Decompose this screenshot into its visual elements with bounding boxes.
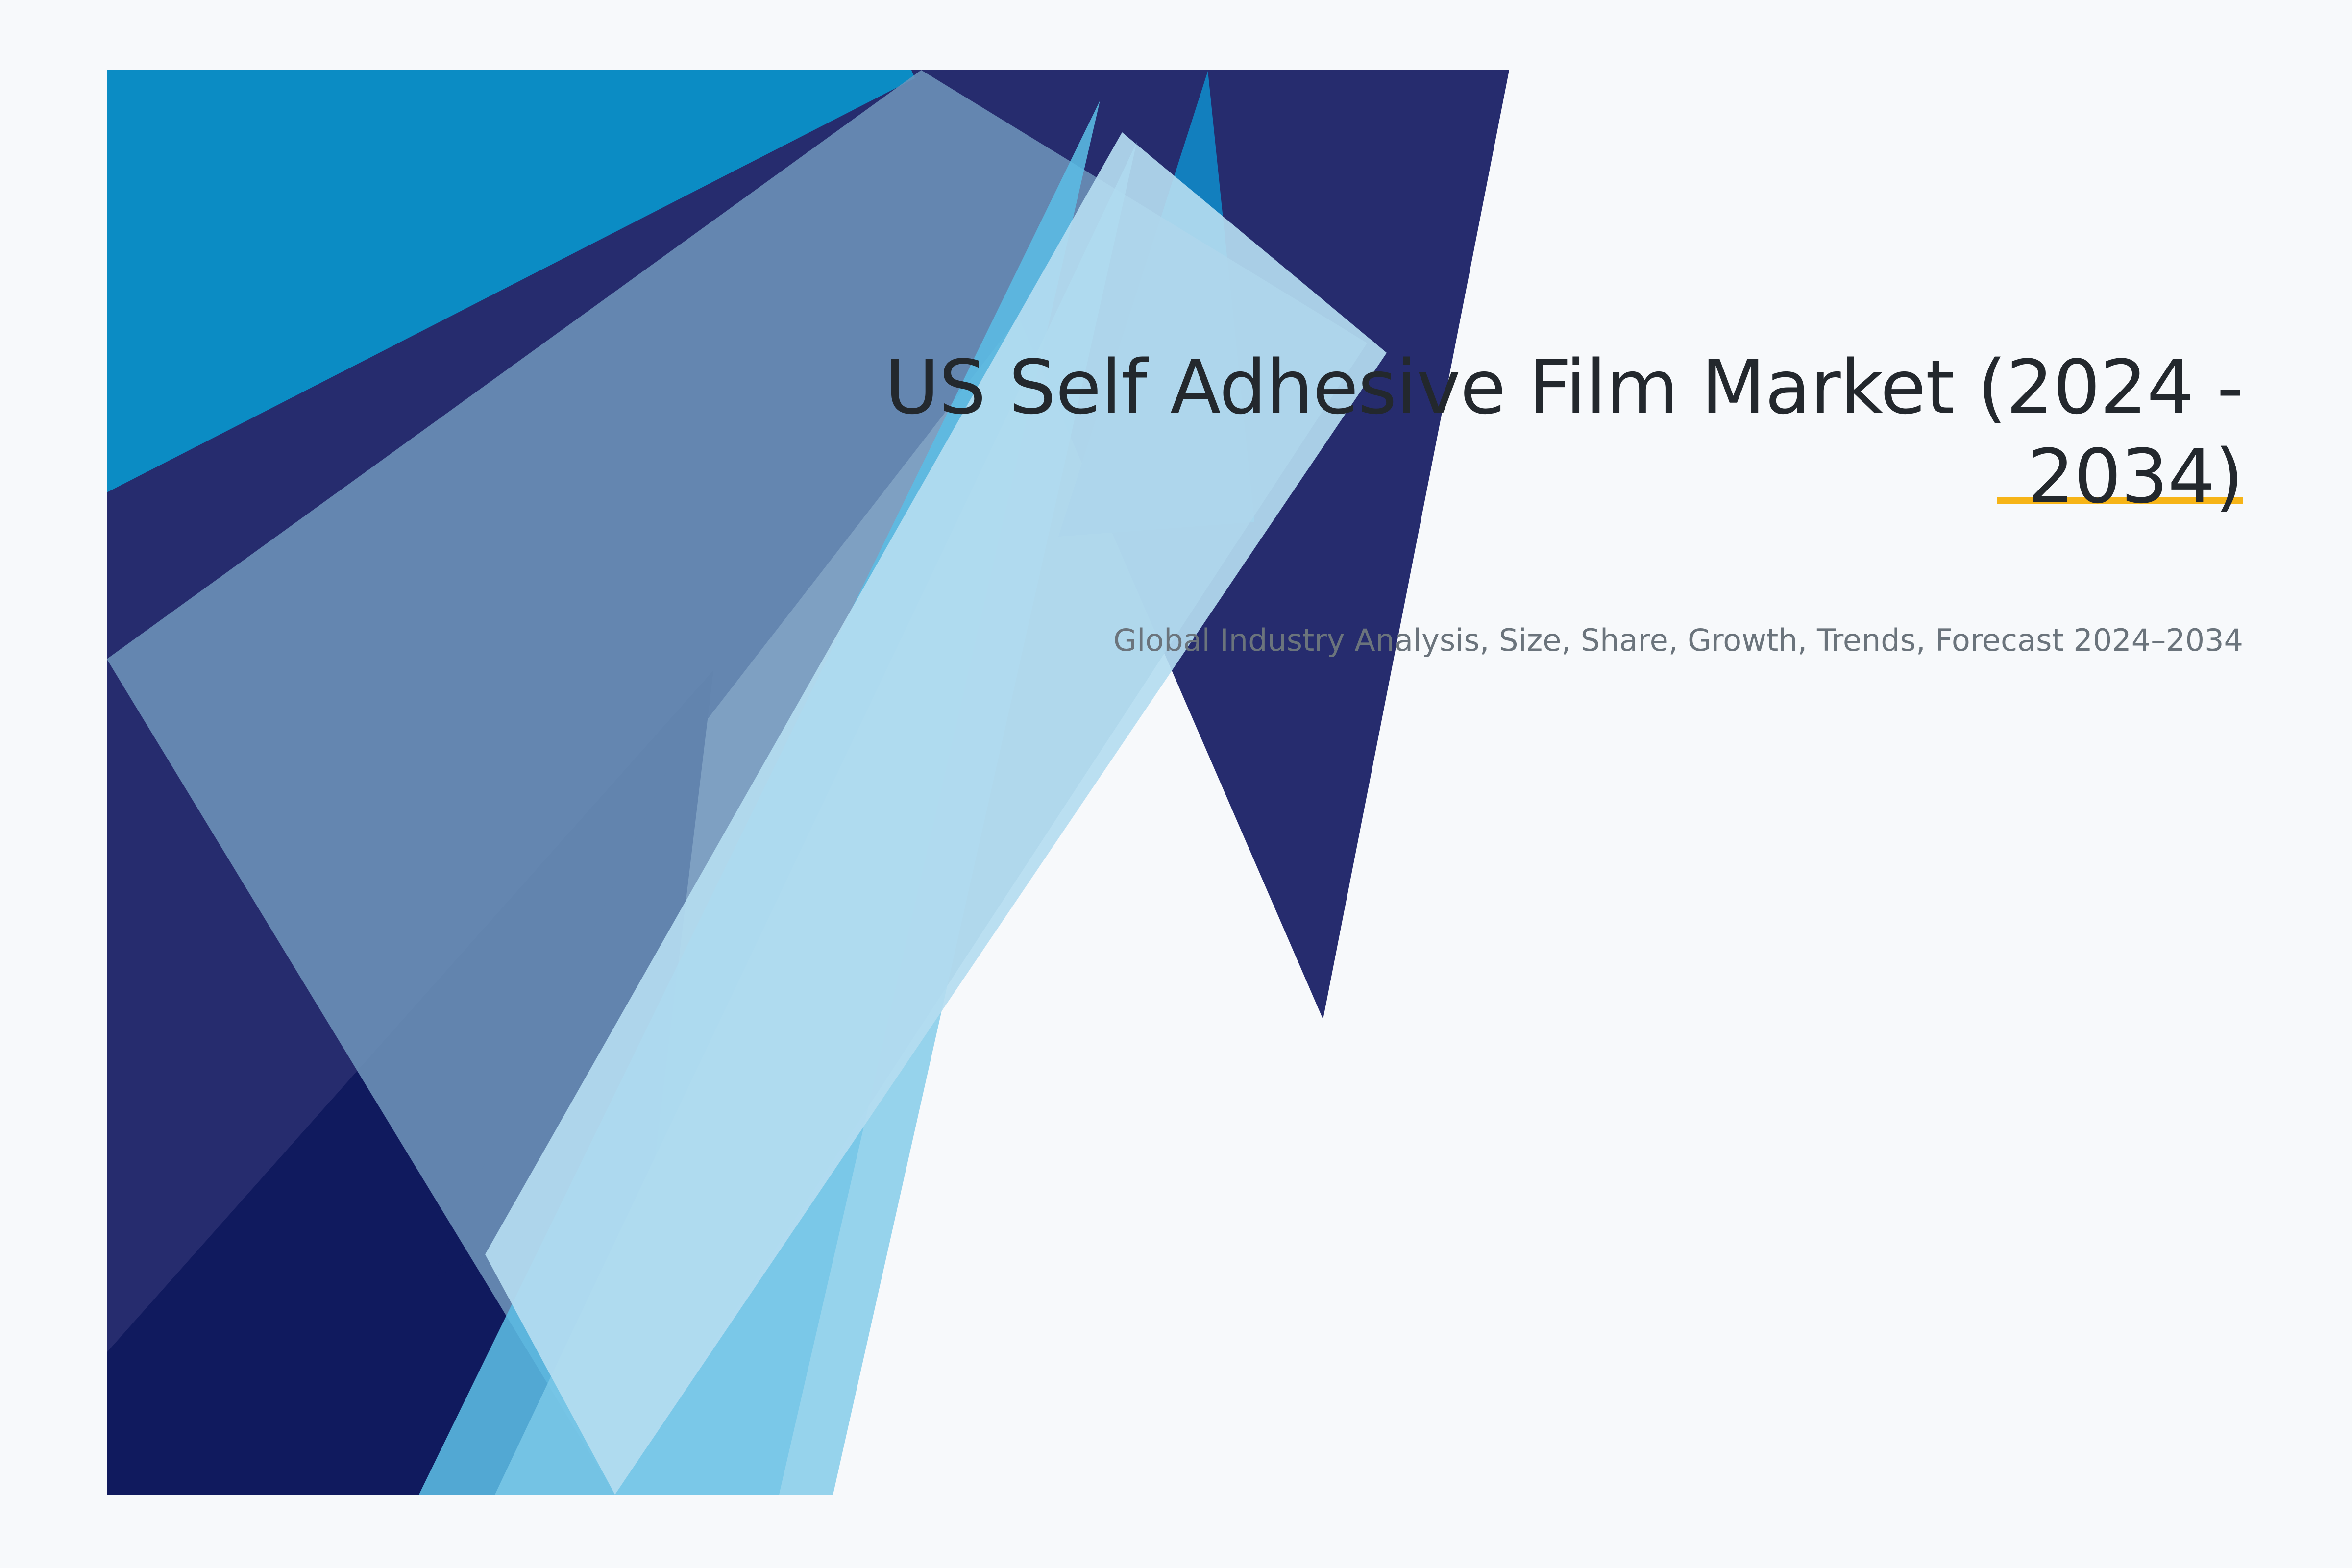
title-accent-rule bbox=[1997, 496, 2243, 504]
page-subtitle: Global Industry Analysis, Size, Share, G… bbox=[1113, 622, 2243, 658]
cover-text-block: US Self Adhesive Film Market (2024 - 203… bbox=[882, 343, 2267, 661]
page-title: US Self Adhesive Film Market (2024 - 203… bbox=[884, 344, 2267, 520]
artwork-mask-bottom bbox=[0, 1494, 2352, 1568]
title-wrapper: US Self Adhesive Film Market (2024 - 203… bbox=[882, 343, 2267, 522]
artwork-mask-top bbox=[0, 0, 2352, 70]
artwork-mask-left bbox=[0, 0, 107, 1568]
pale-blue-panel-shape bbox=[485, 132, 1387, 1494]
